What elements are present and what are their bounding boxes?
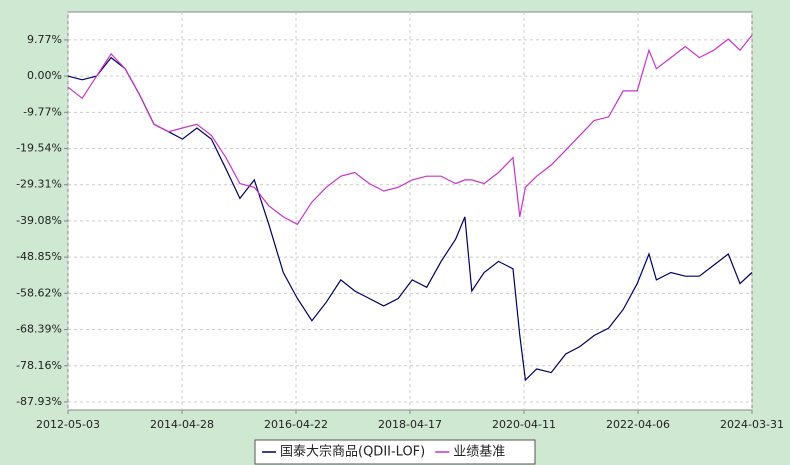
y-tick-label: -68.39%	[16, 323, 62, 336]
y-tick-label: -58.62%	[16, 286, 62, 299]
legend-label: 国泰大宗商品(QDII-LOF)	[280, 444, 425, 460]
y-tick-label: -29.31%	[16, 178, 62, 191]
legend	[254, 439, 536, 465]
x-tick-label: 2016-04-22	[264, 418, 328, 431]
y-tick-label: 0.00%	[27, 69, 62, 82]
x-tick-label: 2018-04-17	[378, 418, 442, 431]
x-tick-label: 2020-04-11	[492, 418, 556, 431]
legend-label: 业绩基准	[453, 445, 505, 460]
x-tick-label: 2014-04-28	[150, 418, 214, 431]
series-line	[67, 56, 753, 382]
y-tick-label: 9.77%	[27, 33, 62, 46]
x-tick-label: 2012-05-03	[36, 418, 100, 431]
x-tick-label: 2022-04-06	[606, 418, 670, 431]
x-tick-label: 2024-03-31	[720, 418, 784, 431]
y-tick-label: -87.93%	[16, 395, 62, 408]
y-tick-label: -48.85%	[16, 250, 62, 263]
y-tick-label: -78.16%	[16, 359, 62, 372]
y-tick-label: -19.54%	[16, 142, 62, 155]
y-tick-label: -39.08%	[16, 214, 62, 227]
series-line	[67, 34, 753, 226]
y-tick-label: -9.77%	[23, 105, 62, 118]
